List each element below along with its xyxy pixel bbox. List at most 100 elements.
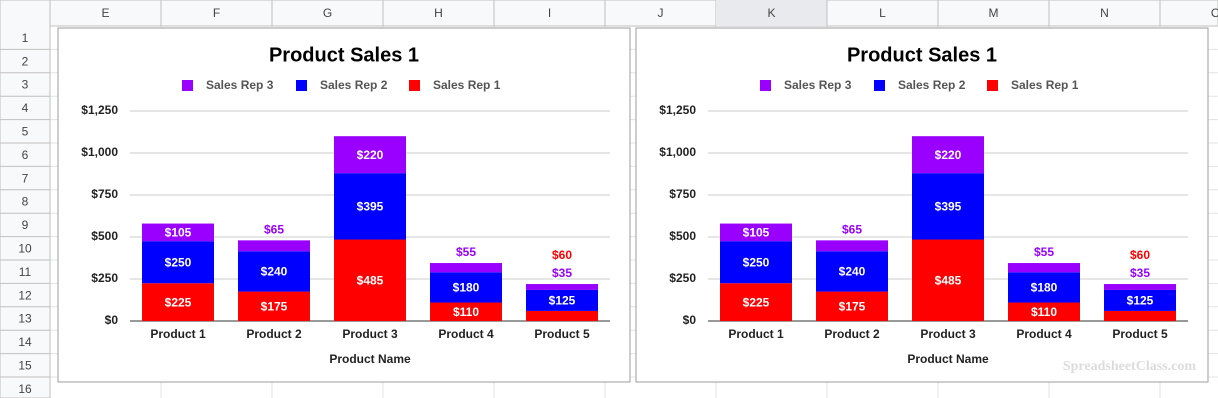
data-label: $225 [165,295,192,309]
y-tick-label: $0 [683,313,697,327]
row-header[interactable]: 15 [18,358,32,372]
x-tick-label: Product 1 [728,327,784,341]
data-label: $250 [743,255,770,269]
column-header[interactable]: E [101,6,109,20]
column-header[interactable]: O [1211,6,1218,20]
row-header[interactable]: 3 [22,78,29,92]
x-tick-label: Product 5 [534,327,590,341]
bar-segment [142,241,214,284]
data-label: $395 [935,200,962,214]
bar-segment [526,284,598,290]
bar-segment [334,173,406,240]
y-tick-label: $750 [669,187,696,201]
row-header[interactable]: 6 [22,148,29,162]
row-header[interactable]: 7 [22,171,29,185]
x-tick-label: Product 2 [246,327,302,341]
column-header[interactable]: I [548,6,551,20]
data-label: $485 [357,273,384,287]
watermark: SpreadsheetClass.com [1063,359,1196,374]
bar-segment [430,302,502,321]
column-header[interactable]: F [213,6,220,20]
column-header[interactable]: G [323,6,332,20]
y-tick-label: $500 [91,229,118,243]
column-header[interactable]: N [1100,6,1109,20]
column-header[interactable]: M [989,6,999,20]
data-label: $180 [453,281,480,295]
legend-label: Sales Rep 2 [898,78,966,92]
legend-swatch [987,80,998,91]
data-label: $175 [839,299,866,313]
column-header[interactable]: J [658,6,664,20]
y-tick-label: $1,250 [659,103,696,117]
data-label: $55 [456,245,476,259]
row-header[interactable]: 2 [22,54,29,68]
x-tick-label: Product 4 [1016,327,1072,341]
bar-segment [334,239,406,321]
data-label: $395 [357,200,384,214]
bar-segment [912,173,984,240]
chart: Product Sales 1 $0 $250 $500 $750 $1,000 $1,25… [635,27,1209,383]
bar-segment [238,240,310,252]
bar-segment [526,289,598,311]
row-header[interactable]: 4 [22,101,29,115]
bar-segment [912,239,984,321]
row-header[interactable]: 12 [18,288,32,302]
bar-segment [720,223,792,242]
bar-segment [1008,272,1080,303]
data-label: $110 [1031,305,1057,319]
bar-segment [720,241,792,284]
data-label: $220 [357,148,384,162]
x-axis-title: Product Name [329,352,411,366]
row-header[interactable]: 8 [22,195,29,209]
x-tick-label: Product 4 [438,327,494,341]
legend-swatch [409,80,420,91]
row-header[interactable]: 14 [18,335,32,349]
y-tick-label: $250 [669,271,696,285]
x-tick-label: Product 1 [150,327,206,341]
bar-segment [238,251,310,292]
row-header-bar [0,0,51,398]
y-tick-label: $500 [669,229,696,243]
y-tick-label: $250 [91,271,118,285]
data-label: $35 [552,266,572,280]
legend-label: Sales Rep 3 [206,78,274,92]
y-tick-label: $1,000 [659,145,696,159]
bar-segment [334,136,406,174]
row-header[interactable]: 5 [22,124,29,138]
data-label: $125 [1127,294,1154,308]
data-label: $175 [261,299,288,313]
column-header[interactable]: K [767,6,775,20]
row-header[interactable]: 16 [18,382,32,396]
column-header[interactable]: H [434,6,443,20]
data-label: $105 [165,226,192,240]
row-header[interactable]: 13 [18,312,32,326]
y-tick-label: $750 [91,187,118,201]
legend-swatch [760,80,771,91]
legend-label: Sales Rep 2 [320,78,388,92]
y-tick-label: $1,000 [81,145,118,159]
data-label: $110 [453,305,479,319]
bar-segment [142,223,214,242]
x-tick-label: Product 2 [824,327,880,341]
row-header[interactable]: 11 [19,265,32,279]
data-label: $60 [1130,248,1150,262]
bar-segment [912,136,984,174]
legend-label: Sales Rep 1 [433,78,501,92]
data-label: $240 [261,265,288,279]
data-label: $125 [549,294,576,308]
column-header[interactable]: L [879,6,886,20]
x-tick-label: Product 3 [920,327,976,341]
x-axis-title: Product Name [907,352,989,366]
column-header-bar [0,0,1218,27]
chart-title: Product Sales 1 [847,44,997,66]
legend-swatch [874,80,885,91]
legend-swatch [296,80,307,91]
bar-segment [816,291,888,321]
row-header[interactable]: 1 [22,31,29,45]
chart: Product Sales 1 $0 $250 $500 $750 $1,000 $1,25… [57,27,631,383]
bar-segment [1104,289,1176,311]
row-header[interactable]: 9 [22,218,29,232]
row-header[interactable]: 10 [18,241,32,255]
bar-segment [1104,310,1176,321]
